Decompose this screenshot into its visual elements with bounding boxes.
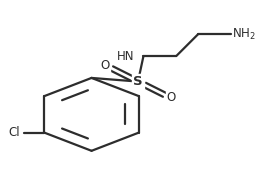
Text: O: O xyxy=(100,59,110,72)
Text: O: O xyxy=(166,91,176,105)
Text: Cl: Cl xyxy=(8,126,20,139)
Text: NH$_2$: NH$_2$ xyxy=(232,27,256,42)
Text: HN: HN xyxy=(116,50,134,63)
Text: S: S xyxy=(133,75,143,88)
